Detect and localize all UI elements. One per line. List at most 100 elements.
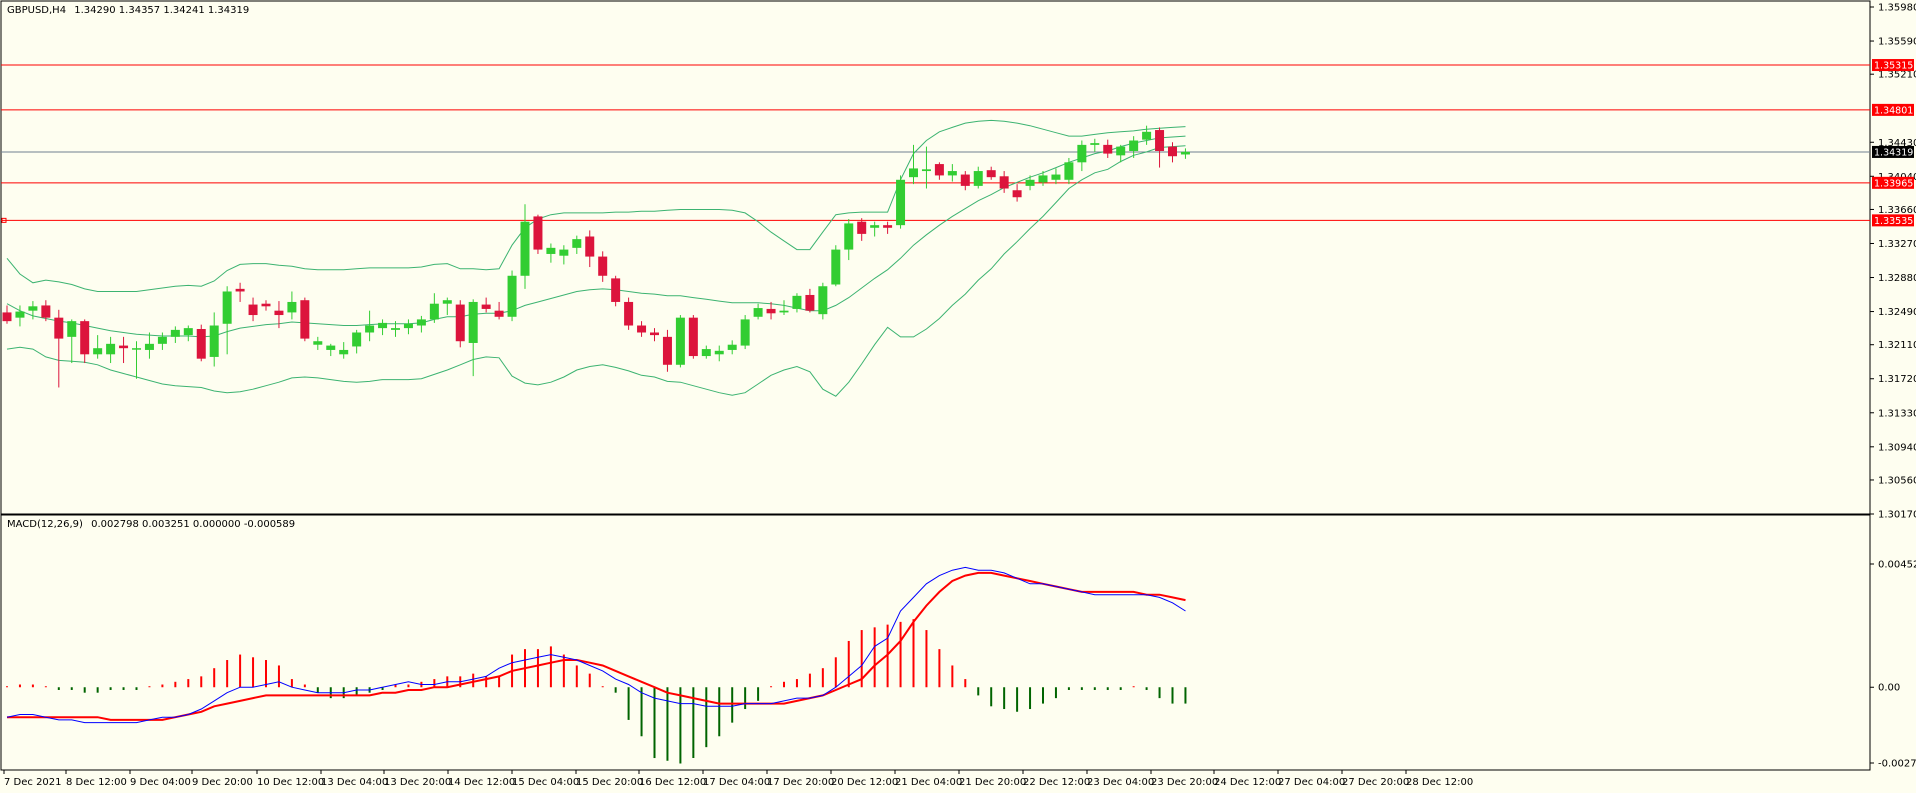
macd-line	[6, 566, 1186, 724]
time-axis-label: 28 Dec 12:00	[1406, 777, 1473, 788]
bear-candle	[960, 174, 970, 186]
bear-candle	[986, 170, 996, 178]
bull-candle	[468, 301, 478, 343]
bull-candle	[818, 286, 828, 315]
macd-panel-frame	[0, 514, 1871, 771]
time-axis-label: 15 Dec 04:00	[512, 777, 579, 788]
level-tag	[1872, 176, 1914, 189]
bear-candle	[766, 308, 776, 314]
price-axis-label: 1.35590	[1878, 37, 1916, 48]
time-axis-label: 17 Dec 20:00	[767, 777, 834, 788]
bollinger-upper-line	[6, 119, 1186, 292]
time-axis-label: 9 Dec 04:00	[130, 777, 191, 788]
bear-candle	[857, 221, 867, 234]
bull-candle	[947, 171, 957, 176]
macd-panel[interactable]: 0.004526 0.00 -0.002782 MACD(12,26,9) 0.00…	[0, 514, 1916, 771]
price-levels	[1, 64, 1870, 223]
bear-candle	[80, 321, 90, 355]
bull-candle	[753, 308, 763, 317]
level-tag	[1872, 103, 1914, 116]
level-tag	[1872, 59, 1914, 72]
macd-axis: 0.004526 0.00 -0.002782	[1870, 560, 1916, 770]
price-level-tags: 1.35315 1.34801 1.33965 1.33535 1.34319	[1872, 59, 1914, 227]
macd-values: 0.002798 0.003251 0.000000 -0.000589	[91, 519, 295, 530]
bear-candle	[883, 225, 893, 228]
price-axis-label: 1.32490	[1878, 307, 1916, 318]
bull-candle	[520, 221, 530, 276]
bear-candle	[611, 278, 621, 302]
bull-candle	[909, 168, 918, 178]
macd-axis-label: 0.00	[1878, 683, 1900, 694]
bull-candle	[1090, 143, 1100, 145]
time-axis-label: 7 Dec 2021	[4, 777, 62, 788]
bull-candle	[831, 249, 841, 285]
time-axis: 7 Dec 2021 8 Dec 12:00 9 Dec 04:00 9 Dec 20…	[3, 770, 1473, 788]
bear-candle	[805, 294, 815, 311]
bear-candle	[1012, 190, 1022, 198]
time-axis-label: 15 Dec 20:00	[576, 777, 643, 788]
price-axis-label: 1.32110	[1878, 340, 1916, 351]
time-axis-label: 10 Dec 12:00	[257, 777, 324, 788]
macd-header: MACD(12,26,9) 0.002798 0.003251 0.000000…	[7, 519, 295, 530]
bull-candle	[93, 348, 103, 355]
bear-candle	[248, 304, 258, 316]
level-tag-label: 1.35315	[1874, 61, 1913, 72]
time-axis-label: 27 Dec 20:00	[1342, 777, 1409, 788]
time-axis-label: 13 Dec 04:00	[321, 777, 388, 788]
bull-candle	[701, 349, 711, 357]
bull-candle	[132, 348, 141, 350]
macd-axis-label: -0.002782	[1878, 759, 1916, 770]
bull-candle	[416, 319, 426, 326]
bull-candle	[1129, 140, 1139, 151]
bull-candle	[559, 249, 569, 256]
bear-candle	[41, 305, 51, 318]
bull-candle	[779, 310, 789, 313]
price-axis: 1.359801.355901.352101.344301.340401.336…	[1870, 3, 1916, 521]
level-tag-label: 1.33965	[1874, 178, 1913, 189]
bull-candle	[1116, 146, 1126, 156]
price-panel-frame	[0, 0, 1871, 515]
bull-candle	[1180, 151, 1190, 155]
bear-candle	[533, 216, 543, 250]
bull-candle	[727, 344, 737, 350]
price-axis-label: 1.30560	[1878, 475, 1916, 486]
bull-candle	[1025, 179, 1035, 186]
level-marker	[1, 217, 7, 223]
ohlc-values: 1.34290 1.34357 1.34241 1.34319	[74, 5, 249, 16]
bear-candle	[261, 303, 271, 307]
bull-candle	[1142, 131, 1152, 140]
bull-candle	[222, 291, 232, 324]
price-header: GBPUSD,H4 1.34290 1.34357 1.34241 1.3431…	[7, 5, 249, 16]
bull-candle	[326, 345, 336, 350]
bull-candle	[15, 311, 25, 318]
price-axis-label: 1.35210	[1878, 70, 1916, 81]
time-axis-label: 16 Dec 12:00	[639, 777, 706, 788]
bull-candle	[921, 169, 931, 172]
time-axis-label: 23 Dec 04:00	[1087, 777, 1154, 788]
price-panel[interactable]: 1.359801.355901.352101.344301.340401.336…	[0, 0, 1916, 521]
bollinger-lower-line	[6, 145, 1186, 397]
bull-candle	[896, 179, 906, 226]
bear-candle	[1103, 144, 1113, 154]
bull-candle	[391, 328, 400, 330]
bear-candle	[934, 164, 944, 176]
price-axis-label: 1.32880	[1878, 273, 1916, 284]
bear-candle	[481, 304, 491, 309]
time-axis-label: 24 Dec 12:00	[1214, 777, 1281, 788]
level-tag-label: 1.34801	[1874, 105, 1913, 116]
bull-candle	[28, 306, 38, 311]
bull-candle	[378, 322, 388, 329]
bull-candle	[106, 343, 116, 355]
bull-candle	[572, 239, 582, 248]
bear-candle	[54, 317, 64, 339]
bear-candle	[455, 304, 465, 342]
bear-candle	[637, 325, 647, 333]
time-axis-label: 23 Dec 20:00	[1151, 777, 1218, 788]
bear-candle	[585, 236, 595, 257]
time-axis-label: 21 Dec 04:00	[895, 777, 962, 788]
bull-candle	[313, 341, 323, 345]
bear-candle	[688, 317, 698, 357]
price-axis-label: 1.33270	[1878, 239, 1916, 250]
signal-line	[7, 571, 1186, 721]
bull-candle	[1051, 174, 1061, 180]
